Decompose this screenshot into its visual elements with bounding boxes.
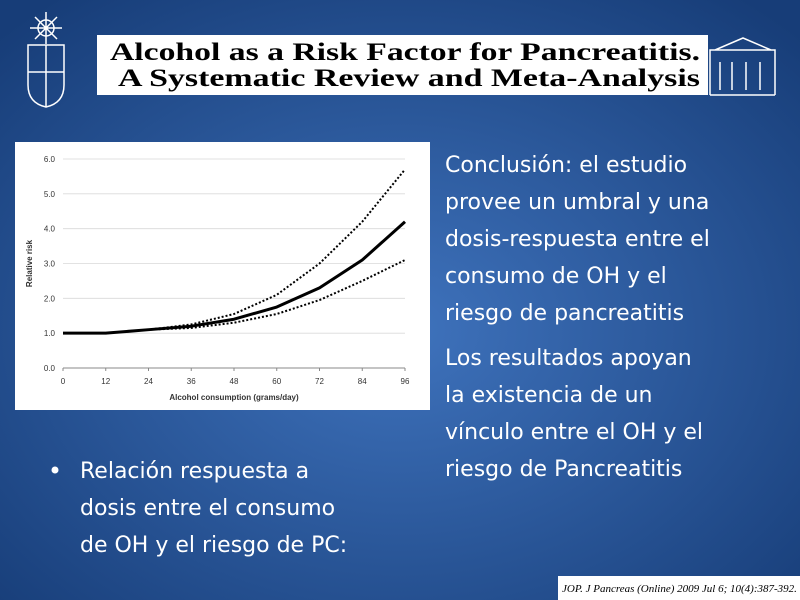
series-line — [63, 259, 406, 335]
title-line: Alcohol as a Risk Factor for Pancreatiti… — [110, 39, 700, 66]
bullet-line: de OH y el riesgo de PC: — [80, 533, 347, 558]
chart-panel — [15, 142, 430, 410]
y-tick-label: 5.0 — [44, 190, 56, 199]
citation-box — [558, 576, 800, 600]
chart: 0.0 1.0 2.0 3.0 4.0 5.0 6.0 0 12 24 36 48 60 72 84 96 Al… — [25, 155, 410, 402]
x-tick-label: 24 — [144, 377, 153, 386]
conclusion-line: consumo de OH y el — [445, 264, 667, 289]
x-tick-label: 96 — [401, 377, 410, 386]
bullet-line: Relación respuesta a — [80, 459, 309, 484]
conclusion-line: Conclusión: el estudio — [445, 153, 687, 178]
x-axis-label: Alcohol consumption (grams/day) — [169, 393, 299, 402]
conclusion-line: dosis-respuesta entre el — [445, 227, 710, 252]
results-line: riesgo de Pancreatitis — [445, 457, 682, 482]
conclusion-line: riesgo de pancreatitis — [445, 301, 684, 326]
university-logo — [27, 12, 65, 108]
results-line: la existencia de un — [445, 383, 653, 408]
conclusion-line: provee un umbral y una — [445, 190, 709, 215]
results-line: vínculo entre el OH y el — [445, 420, 703, 445]
x-tick-label: 36 — [187, 377, 196, 386]
x-tick-label: 12 — [101, 377, 110, 386]
y-tick-label: 3.0 — [44, 260, 56, 269]
x-tick-label: 84 — [358, 377, 367, 386]
title-banner — [97, 35, 708, 95]
y-tick-label: 1.0 — [44, 329, 56, 338]
results-line: Los resultados apoyan — [445, 346, 692, 371]
bullet — [51, 466, 59, 474]
x-tick-label: 48 — [230, 377, 239, 386]
x-tick-label: 0 — [61, 377, 66, 386]
y-axis-label: Relative risk — [25, 239, 34, 287]
y-tick-label: 6.0 — [44, 155, 56, 164]
bullet-line: dosis entre el consumo — [80, 496, 335, 521]
y-tick-label: 4.0 — [44, 225, 56, 234]
title-line: A Systematic Review and Meta-Analysis — [118, 65, 700, 92]
x-tick-label: 72 — [315, 377, 324, 386]
building-icon — [709, 37, 776, 96]
text-body: Conclusión: el estudio provee un umbral y… — [51, 153, 710, 558]
x-tick-label: 60 — [272, 377, 281, 386]
citation: JOP. J Pancreas (Online) 2009 Jul 6; 10(… — [562, 583, 797, 595]
y-tick-label: 0.0 — [44, 364, 56, 373]
y-tick-label: 2.0 — [44, 294, 56, 303]
